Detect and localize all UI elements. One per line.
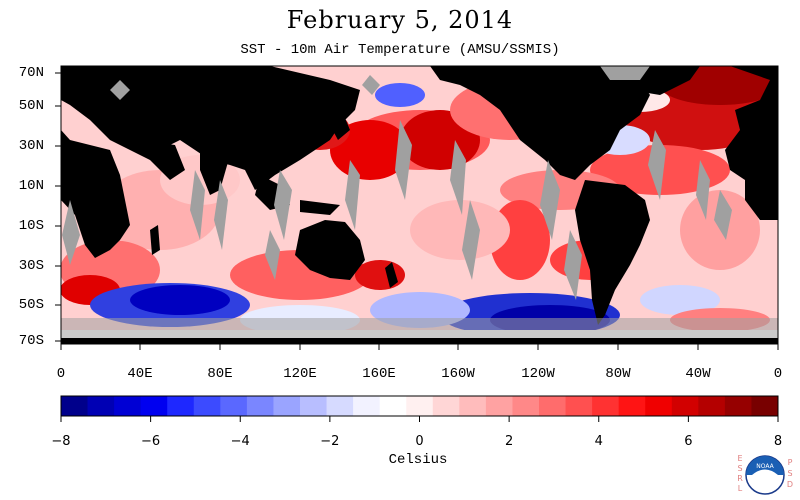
colorbar-swatch (751, 396, 779, 416)
colorbar-tick-label: 8 (773, 434, 783, 449)
svg-text:D: D (787, 480, 793, 489)
map-border (60, 65, 779, 345)
longitude-label: 40E (127, 366, 153, 382)
longitude-label: 40W (685, 366, 711, 382)
colorbar-tick-label: −2 (320, 434, 340, 449)
latitude-label: 10N (18, 178, 44, 194)
svg-text:S: S (737, 464, 742, 473)
colorbar-swatch (459, 396, 487, 416)
svg-text:P: P (788, 458, 793, 467)
longitude-label: 160E (362, 366, 396, 382)
colorbar-tick-label: −8 (51, 434, 71, 449)
colorbar-tick-label: −6 (141, 434, 161, 449)
latitude-label: 70N (18, 65, 44, 81)
colorbar-label: Celsius (388, 452, 448, 468)
svg-text:R: R (737, 474, 743, 483)
longitude-label: 80W (605, 366, 631, 382)
missing-data-swaths (61, 66, 778, 338)
longitude-label: 80E (207, 366, 233, 382)
colorbar-swatch (485, 396, 513, 416)
colorbar-swatch (698, 396, 726, 416)
colorbar-swatch (193, 396, 221, 416)
latitude-label: 30N (18, 138, 44, 154)
longitude-label: 0 (773, 366, 783, 382)
colorbar-swatch (671, 396, 699, 416)
map-title: February 5, 2014 (286, 6, 514, 34)
colorbar-tick-label: −4 (230, 434, 250, 449)
latitude-label: 70S (18, 333, 44, 349)
colorbar-tick-label: 2 (504, 434, 514, 449)
longitude-label: 160W (441, 366, 475, 382)
colorbar-swatch (406, 396, 434, 416)
colorbar-swatch (432, 396, 460, 416)
colorbar-swatch (140, 396, 168, 416)
axis-ticks (55, 72, 779, 350)
colorbar-swatch (300, 396, 328, 416)
latitude-label: 50N (18, 98, 44, 114)
latitude-label: 50S (18, 297, 44, 313)
latitude-label: 30S (18, 258, 44, 274)
colorbar-swatch (539, 396, 567, 416)
map-subtitle: SST - 10m Air Temperature (AMSU/SSMIS) (240, 42, 560, 58)
colorbar-swatch (87, 396, 115, 416)
longitude-label: 120E (283, 366, 317, 382)
colorbar-swatch (246, 396, 274, 416)
longitude-label: 120W (521, 366, 555, 382)
colorbar-swatch (220, 396, 248, 416)
colorbar-swatch (167, 396, 195, 416)
colorbar-tick-label: 6 (684, 434, 693, 449)
colorbar-swatch (273, 396, 301, 416)
svg-text:S: S (787, 469, 792, 478)
colorbar-swatch (61, 396, 89, 416)
colorbar-swatch (618, 396, 646, 416)
colorbar-swatch (565, 396, 593, 416)
colorbar (60, 395, 779, 422)
colorbar-swatch (724, 396, 752, 416)
svg-text:E: E (737, 454, 742, 463)
latitude-label: 10S (18, 218, 44, 234)
colorbar-tick-label: 0 (415, 434, 424, 449)
colorbar-swatch (326, 396, 354, 416)
colorbar-swatch (592, 396, 620, 416)
colorbar-swatch (114, 396, 142, 416)
svg-text:L: L (738, 484, 743, 493)
colorbar-swatch (379, 396, 407, 416)
colorbar-tick-label: 4 (594, 434, 603, 449)
colorbar-swatch (512, 396, 540, 416)
colorbar-swatch (353, 396, 381, 416)
svg-text:NOAA: NOAA (756, 463, 774, 470)
longitude-label: 0 (56, 366, 66, 382)
colorbar-swatch (645, 396, 673, 416)
